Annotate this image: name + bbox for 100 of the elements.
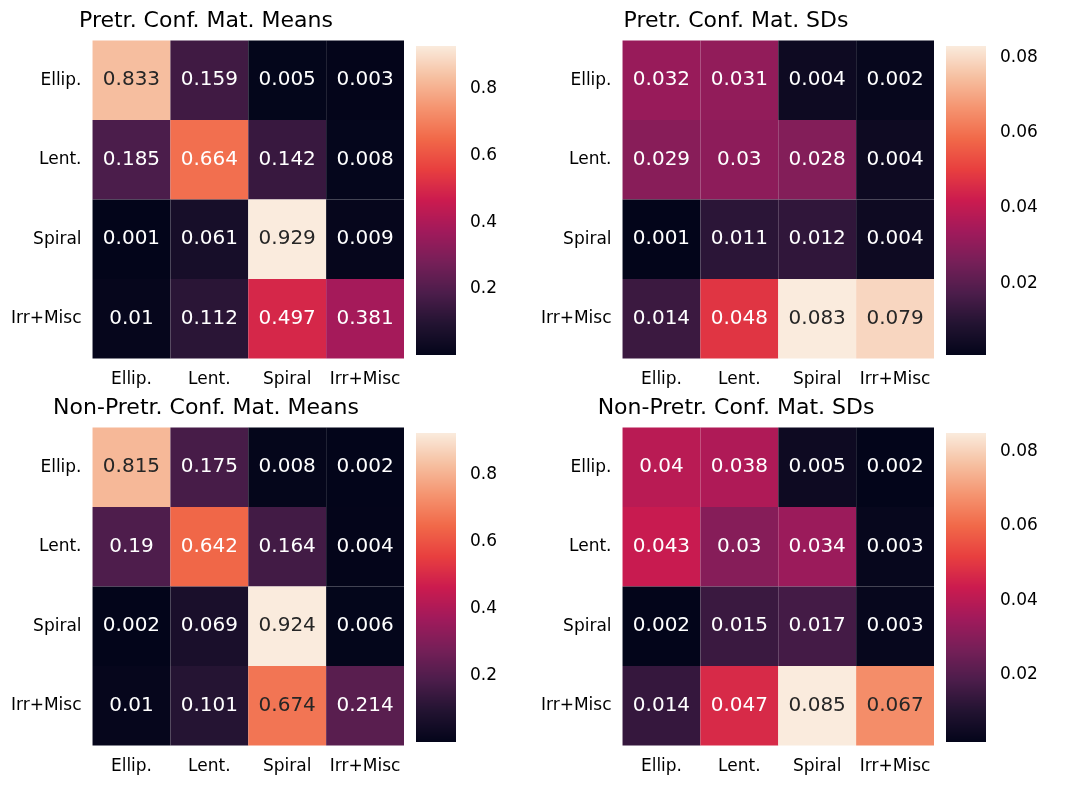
color-bar-label: 0.6 [470, 530, 498, 551]
y-tick-label: Spiral [33, 614, 82, 635]
y-tick-label: Ellip. [40, 68, 82, 89]
data-label: 0.069 [180, 612, 238, 637]
data-label: 0.061 [180, 225, 238, 250]
data-label: 0.038 [710, 453, 768, 478]
color-bar-label: 0.02 [1000, 271, 1038, 292]
data-label: 0.214 [336, 692, 394, 717]
x-tick-label: Irr+Misc [329, 368, 401, 389]
data-label: 0.006 [336, 612, 394, 637]
data-label: 0.003 [866, 532, 924, 557]
data-label: 0.031 [710, 66, 768, 91]
x-tick-label: Spiral [262, 368, 312, 389]
y-tick-label: Irr+Misc [540, 694, 612, 715]
data-label: 0.001 [632, 225, 691, 250]
data-label: 0.03 [717, 145, 762, 170]
color-bar-label: 0.2 [470, 664, 498, 685]
chart-title: Non-Pretr. Conf. Mat. SDs [597, 393, 875, 419]
x-tick-label: Lent. [188, 755, 231, 776]
y-tick-label: Ellip. [570, 455, 612, 476]
data-label: 0.067 [866, 692, 924, 717]
data-label: 0.079 [866, 305, 924, 330]
data-label: 0.047 [710, 692, 768, 717]
data-label: 0.043 [632, 532, 691, 557]
y-tick-label: Irr+Misc [10, 694, 82, 715]
data-label: 0.048 [710, 305, 768, 330]
data-label: 0.008 [258, 453, 316, 478]
data-label: 0.017 [788, 612, 846, 637]
color-bar-label: 0.08 [1000, 45, 1038, 66]
data-label: 0.142 [258, 145, 316, 170]
data-label: 0.159 [180, 66, 238, 91]
x-tick-label: Irr+Misc [859, 755, 931, 776]
x-tick-label: Spiral [792, 368, 842, 389]
color-bar-label: 0.08 [1000, 440, 1038, 461]
y-tick-label: Irr+Misc [540, 307, 612, 328]
data-label: 0.008 [336, 145, 394, 170]
x-tick-label: Irr+Misc [859, 368, 931, 389]
color-bar-label: 0.04 [1000, 588, 1038, 609]
chart-title: Non-Pretr. Conf. Mat. Means [53, 393, 359, 419]
data-label: 0.015 [710, 612, 768, 637]
y-tick-label: Ellip. [570, 68, 612, 89]
data-label: 0.815 [102, 453, 161, 478]
data-label: 0.085 [788, 692, 846, 717]
data-label: 0.924 [258, 612, 316, 637]
data-label: 0.011 [710, 225, 768, 250]
data-label: 0.674 [258, 692, 316, 717]
chart-title: Pretr. Conf. Mat. SDs [623, 6, 849, 32]
data-label: 0.083 [788, 305, 846, 330]
data-label: 0.004 [336, 532, 394, 557]
data-label: 0.002 [866, 453, 924, 478]
data-label: 0.929 [258, 225, 316, 250]
color-bar-label: 0.4 [470, 597, 498, 618]
x-tick-label: Lent. [718, 755, 761, 776]
data-label: 0.112 [180, 305, 238, 330]
data-label: 0.185 [102, 145, 161, 170]
data-label: 0.001 [102, 225, 161, 250]
data-label: 0.014 [632, 692, 691, 717]
data-label: 0.19 [109, 532, 154, 557]
y-tick-label: Spiral [563, 227, 612, 248]
x-tick-label: Ellip. [110, 368, 153, 389]
data-label: 0.005 [788, 453, 846, 478]
x-tick-label: Spiral [792, 755, 842, 776]
data-label: 0.028 [788, 145, 846, 170]
data-label: 0.003 [336, 66, 394, 91]
data-label: 0.164 [258, 532, 316, 557]
y-tick-label: Ellip. [40, 455, 82, 476]
data-label: 0.029 [632, 145, 691, 170]
data-label: 0.012 [788, 225, 846, 250]
data-label: 0.833 [102, 66, 161, 91]
data-label: 0.002 [632, 612, 691, 637]
data-label: 0.004 [788, 66, 846, 91]
y-tick-label: Spiral [33, 227, 82, 248]
color-bar-label: 0.04 [1000, 196, 1038, 217]
y-tick-label: Spiral [563, 614, 612, 635]
data-label: 0.005 [258, 66, 316, 91]
color-bar-label: 0.4 [470, 210, 498, 231]
data-label: 0.003 [866, 612, 924, 637]
x-tick-label: Lent. [718, 368, 761, 389]
data-label: 0.04 [639, 453, 684, 478]
x-tick-label: Spiral [262, 755, 312, 776]
x-tick-label: Lent. [188, 368, 231, 389]
data-label: 0.664 [180, 145, 238, 170]
y-tick-label: Irr+Misc [10, 307, 82, 328]
y-tick-label: Lent. [569, 148, 612, 169]
data-label: 0.032 [632, 66, 691, 91]
data-label: 0.004 [866, 145, 924, 170]
color-bar-label: 0.02 [1000, 663, 1038, 684]
x-tick-label: Ellip. [640, 755, 683, 776]
data-label: 0.642 [180, 532, 238, 557]
color-bar-label: 0.06 [1000, 121, 1038, 142]
data-label: 0.175 [180, 453, 238, 478]
data-label: 0.034 [788, 532, 846, 557]
y-tick-label: Lent. [39, 535, 82, 556]
data-label: 0.009 [336, 225, 394, 250]
color-bar-label: 0.6 [470, 143, 498, 164]
data-label: 0.004 [866, 225, 924, 250]
x-tick-label: Ellip. [110, 755, 153, 776]
y-tick-label: Lent. [39, 148, 82, 169]
data-label: 0.497 [258, 305, 316, 330]
color-bar-label: 0.8 [470, 462, 498, 483]
